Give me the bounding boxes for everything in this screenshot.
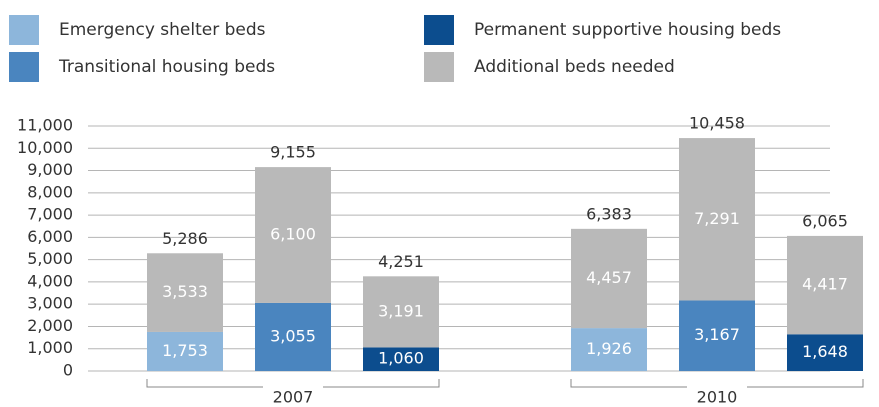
y-tick-label: 8,000: [27, 182, 73, 201]
y-tick-label: 1,000: [27, 338, 73, 357]
y-tick-label: 6,000: [27, 227, 73, 246]
y-tick-label: 0: [63, 361, 73, 380]
x-tick-label: 2007: [273, 388, 314, 407]
bar-segment: [571, 228, 647, 329]
y-tick-label: 7,000: [27, 205, 73, 224]
bar-segment: [363, 347, 439, 371]
legend-label: Emergency shelter beds: [59, 20, 266, 40]
bar-segment: [255, 302, 331, 371]
legend-swatch: [9, 52, 39, 82]
legend-swatch: [9, 15, 39, 45]
y-tick-label: 4,000: [27, 271, 73, 290]
legend-swatch: [424, 15, 454, 45]
x-tick-label: 2010: [697, 388, 738, 407]
legend-swatch: [424, 52, 454, 82]
segment-label: 1,753: [162, 341, 208, 360]
total-label: 6,065: [802, 211, 848, 230]
segment-label: 3,055: [270, 326, 316, 345]
legend-label: Transitional housing beds: [58, 57, 275, 77]
segment-label: 6,100: [270, 225, 316, 244]
total-label: 10,458: [689, 114, 745, 133]
segment-label: 7,291: [694, 209, 740, 228]
bar-segment: [147, 253, 223, 332]
segment-label: 4,457: [586, 268, 632, 287]
bar-segment: [571, 328, 647, 371]
y-tick-label: 2,000: [27, 316, 73, 335]
group-bracket: [570, 379, 864, 388]
segment-label: 4,417: [802, 275, 848, 294]
total-label: 5,286: [162, 229, 208, 248]
bar-segment: [679, 300, 755, 371]
total-label: 4,251: [378, 252, 424, 271]
total-label: 9,155: [270, 143, 316, 162]
segment-label: 1,648: [802, 342, 848, 361]
y-tick-label: 5,000: [27, 249, 73, 268]
legend-label: Permanent supportive housing beds: [474, 20, 781, 40]
y-tick-label: 3,000: [27, 294, 73, 313]
y-tick-label: 9,000: [27, 160, 73, 179]
group-bracket: [146, 379, 440, 388]
segment-label: 1,926: [586, 339, 632, 358]
bar-segment: [787, 235, 863, 335]
bar-segment: [147, 331, 223, 371]
segment-label: 1,060: [378, 349, 424, 368]
bar-segment: [363, 276, 439, 348]
total-label: 6,383: [586, 204, 632, 223]
segment-label: 3,533: [162, 282, 208, 301]
legend-label: Additional beds needed: [474, 57, 675, 77]
bar-segment: [679, 138, 755, 301]
bar-segment: [255, 167, 331, 303]
y-tick-label: 10,000: [17, 138, 73, 157]
segment-label: 3,167: [694, 325, 740, 344]
y-tick-label: 11,000: [17, 116, 73, 135]
segment-label: 3,191: [378, 301, 424, 320]
bar-segment: [787, 334, 863, 371]
